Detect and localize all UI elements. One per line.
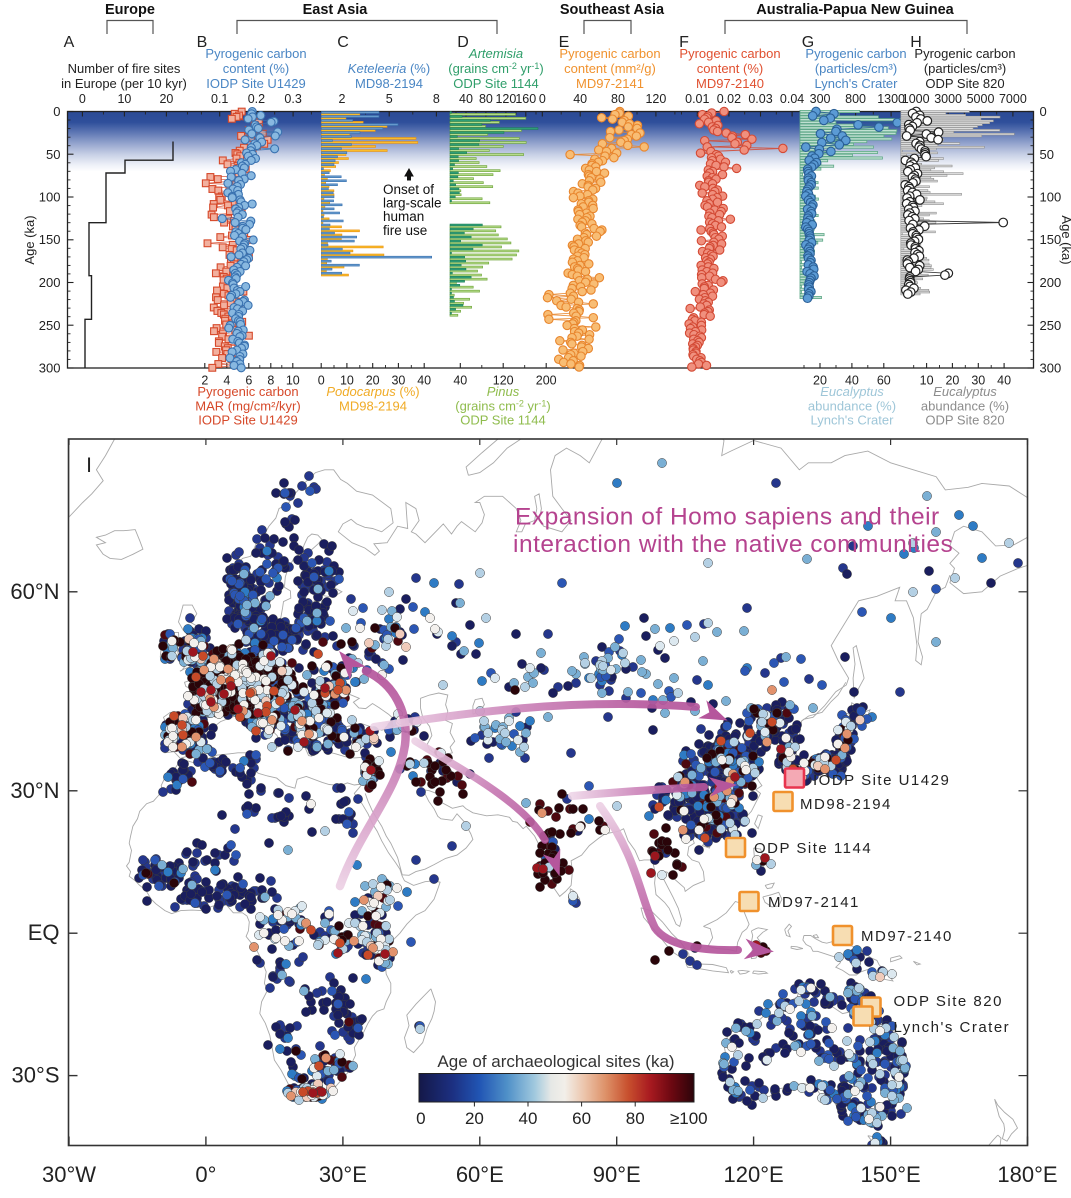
svg-text:East Asia: East Asia — [303, 2, 369, 18]
svg-text:ODP Site 1144: ODP Site 1144 — [453, 76, 539, 91]
svg-text:20: 20 — [159, 92, 173, 106]
svg-text:200: 200 — [536, 374, 557, 388]
svg-text:2: 2 — [339, 92, 346, 106]
svg-text:Southeast Asia: Southeast Asia — [560, 2, 665, 18]
svg-text:Europe: Europe — [105, 2, 155, 18]
svg-text:5000: 5000 — [967, 92, 995, 106]
svg-text:D: D — [457, 34, 469, 51]
svg-text:100: 100 — [39, 190, 61, 205]
svg-text:50: 50 — [1040, 147, 1054, 162]
svg-text:200: 200 — [39, 275, 61, 290]
svg-text:800: 800 — [845, 92, 866, 106]
svg-text:250: 250 — [39, 318, 61, 333]
svg-text:(particles/cm³): (particles/cm³) — [815, 61, 897, 76]
svg-text:MD97-2141: MD97-2141 — [576, 76, 644, 91]
svg-text:IODP Site U1429: IODP Site U1429 — [198, 413, 297, 428]
svg-text:MD98-2194: MD98-2194 — [355, 76, 423, 91]
svg-text:ODP Site 820: ODP Site 820 — [925, 413, 1004, 428]
svg-text:0: 0 — [1040, 104, 1047, 119]
svg-text:Artemisia: Artemisia — [468, 46, 523, 61]
svg-text:50: 50 — [46, 147, 60, 162]
svg-text:abundance (%): abundance (%) — [808, 399, 896, 414]
svg-text:content (%): content (%) — [223, 61, 289, 76]
svg-text:Pyrogenic carbon: Pyrogenic carbon — [679, 46, 780, 61]
svg-text:0: 0 — [53, 104, 60, 119]
svg-text:80: 80 — [479, 92, 493, 106]
svg-text:Lynch's Crater: Lynch's Crater — [815, 76, 899, 91]
svg-text:40: 40 — [997, 374, 1011, 388]
svg-text:150: 150 — [1040, 232, 1062, 247]
svg-text:Pinus: Pinus — [487, 384, 520, 399]
svg-text:0: 0 — [539, 92, 546, 106]
svg-text:Eucalyptus: Eucalyptus — [933, 384, 997, 399]
svg-text:Pyrogenic carbon: Pyrogenic carbon — [197, 384, 298, 399]
svg-text:8: 8 — [433, 92, 440, 106]
svg-text:MD97-2140: MD97-2140 — [696, 76, 764, 91]
svg-text:0: 0 — [79, 92, 86, 106]
svg-text:40: 40 — [573, 92, 587, 106]
svg-text:abundance (%): abundance (%) — [921, 399, 1009, 414]
svg-text:0.3: 0.3 — [284, 92, 301, 106]
svg-text:10: 10 — [920, 374, 934, 388]
svg-text:C: C — [337, 34, 349, 51]
svg-text:1000: 1000 — [902, 92, 930, 106]
svg-text:Pyrogenic carbon: Pyrogenic carbon — [559, 46, 660, 61]
svg-text:120: 120 — [495, 92, 516, 106]
svg-text:0.04: 0.04 — [780, 92, 804, 106]
svg-text:150: 150 — [39, 232, 61, 247]
svg-text:80: 80 — [611, 92, 625, 106]
svg-text:Australia-Papua New Guinea: Australia-Papua New Guinea — [756, 2, 954, 18]
svg-text:10: 10 — [117, 92, 131, 106]
svg-text:Age (ka): Age (ka) — [22, 215, 37, 264]
svg-text:160: 160 — [515, 92, 536, 106]
svg-text:Keteleeria (%): Keteleeria (%) — [348, 61, 430, 76]
svg-text:IODP Site U1429: IODP Site U1429 — [206, 76, 305, 91]
svg-text:5: 5 — [386, 92, 393, 106]
svg-text:300: 300 — [1040, 361, 1062, 376]
svg-text:A: A — [64, 34, 75, 51]
svg-text:ODP Site 820: ODP Site 820 — [925, 76, 1004, 91]
svg-text:Podocarpus (%): Podocarpus (%) — [326, 384, 419, 399]
svg-text:MAR (mg/cm²/kyr): MAR (mg/cm²/kyr) — [195, 399, 300, 414]
svg-text:0.03: 0.03 — [748, 92, 772, 106]
svg-text:(particles/cm³): (particles/cm³) — [924, 61, 1006, 76]
svg-text:300: 300 — [810, 92, 831, 106]
svg-text:ODP Site 1144: ODP Site 1144 — [460, 413, 546, 428]
svg-text:100: 100 — [1040, 190, 1062, 205]
svg-text:0: 0 — [318, 374, 325, 388]
svg-text:120: 120 — [645, 92, 666, 106]
svg-text:Eucalyptus: Eucalyptus — [820, 384, 884, 399]
svg-text:Pyrogenic carbon: Pyrogenic carbon — [805, 46, 906, 61]
svg-text:MD98-2194: MD98-2194 — [339, 399, 407, 414]
svg-text:0.1: 0.1 — [211, 92, 228, 106]
svg-text:3000: 3000 — [934, 92, 962, 106]
svg-text:40: 40 — [453, 374, 467, 388]
svg-text:fire use: fire use — [383, 223, 427, 238]
svg-text:200: 200 — [1040, 275, 1062, 290]
svg-text:Lynch's Crater: Lynch's Crater — [811, 413, 895, 428]
svg-text:250: 250 — [1040, 318, 1062, 333]
svg-text:(grains cm-2 yr-1): (grains cm-2 yr-1) — [455, 399, 551, 414]
svg-text:Number of fire sites: Number of fire sites — [68, 61, 181, 76]
svg-text:Pyrogenic carbon: Pyrogenic carbon — [205, 46, 306, 61]
svg-text:content (%): content (%) — [697, 61, 763, 76]
svg-text:7000: 7000 — [999, 92, 1027, 106]
svg-text:Age (ka): Age (ka) — [1059, 215, 1071, 264]
svg-text:40: 40 — [459, 92, 473, 106]
svg-text:300: 300 — [39, 361, 61, 376]
svg-text:(grains cm-2 yr-1): (grains cm-2 yr-1) — [448, 61, 544, 76]
svg-text:in Europe (per 10 kyr): in Europe (per 10 kyr) — [61, 76, 187, 91]
svg-text:Pyrogenic carbon: Pyrogenic carbon — [914, 46, 1015, 61]
svg-text:0.02: 0.02 — [717, 92, 741, 106]
svg-text:content (mm²/g): content (mm²/g) — [564, 61, 656, 76]
svg-text:0.2: 0.2 — [248, 92, 265, 106]
svg-text:0.01: 0.01 — [685, 92, 709, 106]
